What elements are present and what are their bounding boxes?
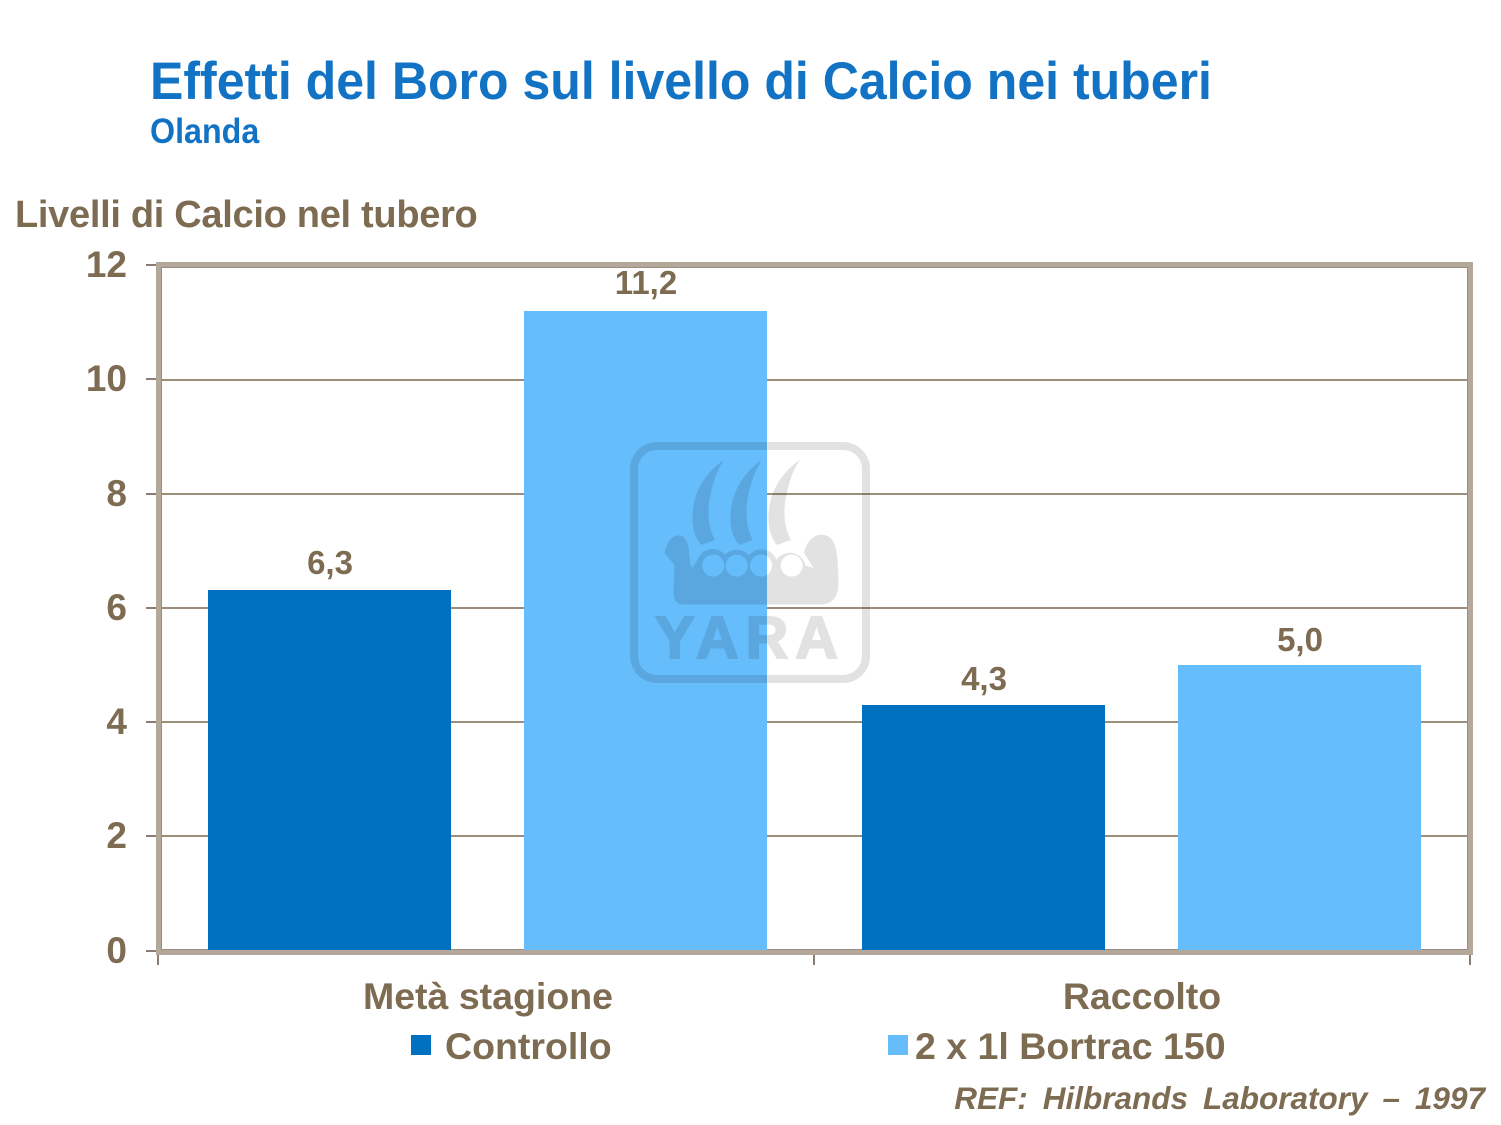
svg-text:YARA: YARA bbox=[655, 605, 845, 671]
